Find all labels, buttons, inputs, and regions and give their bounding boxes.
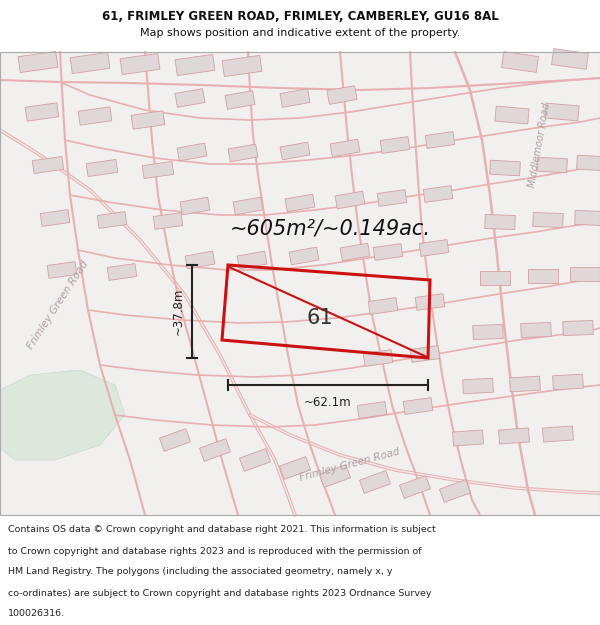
Polygon shape bbox=[160, 429, 191, 451]
Polygon shape bbox=[415, 294, 445, 311]
Polygon shape bbox=[570, 267, 600, 281]
Polygon shape bbox=[327, 86, 357, 104]
Polygon shape bbox=[0, 370, 125, 460]
Bar bbox=[0, 52, 600, 515]
Polygon shape bbox=[107, 264, 137, 281]
Text: ~37.8m: ~37.8m bbox=[172, 288, 185, 335]
Polygon shape bbox=[86, 159, 118, 176]
Polygon shape bbox=[400, 476, 431, 498]
Text: Contains OS data © Crown copyright and database right 2021. This information is : Contains OS data © Crown copyright and d… bbox=[8, 526, 436, 534]
Polygon shape bbox=[47, 262, 77, 278]
Polygon shape bbox=[78, 107, 112, 125]
Polygon shape bbox=[495, 106, 529, 124]
Polygon shape bbox=[177, 143, 207, 161]
Polygon shape bbox=[542, 426, 574, 442]
Polygon shape bbox=[485, 214, 515, 229]
Polygon shape bbox=[575, 211, 600, 226]
Polygon shape bbox=[377, 189, 407, 206]
Polygon shape bbox=[419, 239, 449, 256]
Polygon shape bbox=[499, 428, 529, 444]
Polygon shape bbox=[545, 103, 579, 121]
Polygon shape bbox=[289, 247, 319, 265]
Text: 61: 61 bbox=[307, 308, 334, 328]
Text: 61, FRIMLEY GREEN ROAD, FRIMLEY, CAMBERLEY, GU16 8AL: 61, FRIMLEY GREEN ROAD, FRIMLEY, CAMBERL… bbox=[101, 9, 499, 22]
Polygon shape bbox=[490, 160, 520, 176]
Polygon shape bbox=[185, 251, 215, 269]
Polygon shape bbox=[473, 324, 503, 339]
Polygon shape bbox=[180, 197, 210, 215]
Polygon shape bbox=[410, 346, 440, 362]
Text: HM Land Registry. The polygons (including the associated geometry, namely x, y: HM Land Registry. The polygons (includin… bbox=[8, 568, 392, 576]
Polygon shape bbox=[199, 439, 230, 461]
Bar bbox=[0, 515, 600, 625]
Polygon shape bbox=[280, 457, 311, 479]
Polygon shape bbox=[120, 53, 160, 74]
Polygon shape bbox=[502, 52, 538, 72]
Polygon shape bbox=[225, 91, 255, 109]
Polygon shape bbox=[153, 213, 183, 229]
Polygon shape bbox=[563, 321, 593, 336]
Text: co-ordinates) are subject to Crown copyright and database rights 2023 Ordnance S: co-ordinates) are subject to Crown copyr… bbox=[8, 589, 431, 598]
Text: Frimley Green Road: Frimley Green Road bbox=[299, 447, 401, 483]
Polygon shape bbox=[452, 430, 484, 446]
Polygon shape bbox=[553, 374, 583, 390]
Polygon shape bbox=[175, 54, 215, 76]
Polygon shape bbox=[368, 298, 398, 314]
Polygon shape bbox=[285, 194, 315, 212]
Bar bbox=[0, 52, 600, 515]
Polygon shape bbox=[239, 449, 271, 471]
Text: ~62.1m: ~62.1m bbox=[304, 396, 352, 409]
Text: Map shows position and indicative extent of the property.: Map shows position and indicative extent… bbox=[140, 28, 460, 38]
Polygon shape bbox=[536, 158, 568, 172]
Polygon shape bbox=[357, 402, 387, 418]
Text: Middlemoor Road: Middlemoor Road bbox=[527, 102, 553, 188]
Polygon shape bbox=[359, 471, 391, 493]
Polygon shape bbox=[222, 56, 262, 77]
Polygon shape bbox=[423, 186, 453, 202]
Polygon shape bbox=[131, 111, 165, 129]
Polygon shape bbox=[18, 51, 58, 72]
Polygon shape bbox=[175, 89, 205, 107]
Polygon shape bbox=[380, 137, 410, 153]
Polygon shape bbox=[97, 212, 127, 228]
Polygon shape bbox=[330, 139, 360, 157]
Polygon shape bbox=[340, 243, 370, 261]
Polygon shape bbox=[280, 142, 310, 160]
Text: 100026316.: 100026316. bbox=[8, 609, 65, 619]
Bar bbox=[0, 0, 600, 52]
Polygon shape bbox=[280, 89, 310, 107]
Polygon shape bbox=[480, 271, 510, 285]
Polygon shape bbox=[25, 103, 59, 121]
Polygon shape bbox=[521, 322, 551, 338]
Polygon shape bbox=[363, 349, 393, 366]
Polygon shape bbox=[373, 244, 403, 261]
Polygon shape bbox=[403, 398, 433, 414]
Text: to Crown copyright and database rights 2023 and is reproduced with the permissio: to Crown copyright and database rights 2… bbox=[8, 546, 422, 556]
Polygon shape bbox=[233, 197, 263, 215]
Polygon shape bbox=[533, 213, 563, 228]
Polygon shape bbox=[577, 155, 600, 171]
Polygon shape bbox=[439, 479, 470, 502]
Polygon shape bbox=[228, 144, 258, 162]
Polygon shape bbox=[551, 49, 589, 69]
Text: Frimley Green Road: Frimley Green Road bbox=[26, 259, 91, 351]
Polygon shape bbox=[142, 161, 174, 179]
Text: ~605m²/~0.149ac.: ~605m²/~0.149ac. bbox=[229, 218, 431, 238]
Polygon shape bbox=[463, 378, 493, 394]
Polygon shape bbox=[70, 52, 110, 74]
Polygon shape bbox=[237, 251, 267, 269]
Polygon shape bbox=[528, 269, 558, 283]
Polygon shape bbox=[425, 132, 455, 148]
Polygon shape bbox=[319, 464, 350, 488]
Polygon shape bbox=[335, 191, 365, 209]
Polygon shape bbox=[509, 376, 541, 392]
Polygon shape bbox=[32, 156, 64, 174]
Polygon shape bbox=[40, 209, 70, 226]
